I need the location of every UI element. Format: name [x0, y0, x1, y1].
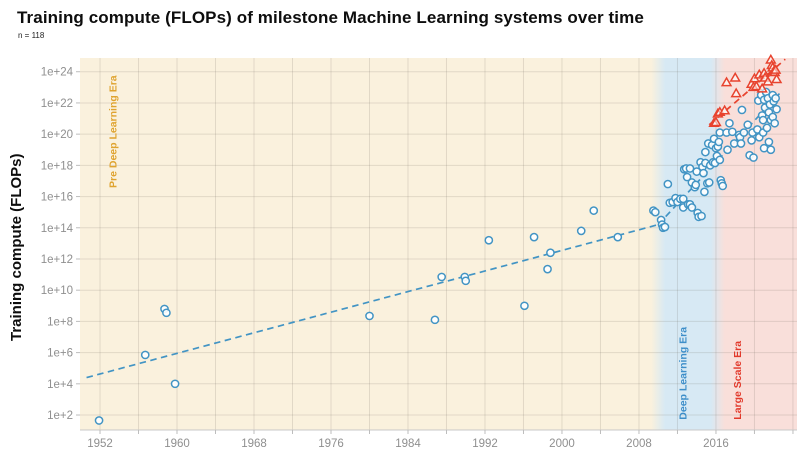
data-point-circle — [682, 172, 692, 182]
chart-subtitle: n = 118 — [18, 31, 45, 40]
era-label-pre-deep-learning-era: Pre Deep Learning Era — [108, 75, 120, 188]
data-point-circle — [529, 232, 539, 242]
data-point-circle — [700, 187, 709, 197]
y-tick-label: 1e+16 — [41, 192, 73, 204]
y-tick-label: 1e+2 — [47, 410, 73, 422]
data-point-circle — [736, 139, 746, 148]
data-point-circle — [697, 211, 706, 221]
data-point-circle — [170, 379, 180, 389]
data-point-circle — [737, 105, 747, 115]
data-point-triangle — [750, 80, 763, 91]
x-tick-label: 1952 — [87, 438, 113, 450]
data-point-triangle — [718, 104, 731, 115]
data-point-circle — [758, 115, 768, 125]
data-point-circle — [660, 222, 670, 232]
data-point-circle — [691, 180, 701, 190]
x-tick-label: 1960 — [164, 438, 190, 450]
data-point-circle — [739, 128, 749, 137]
data-point-triangle — [710, 116, 722, 127]
data-point-triangle — [720, 76, 733, 87]
plot-area: 1952 1960 1968 1976 1984 1992 2000 2008 2016 1e+2… — [41, 53, 797, 450]
chart-title: Training compute (FLOPs) of milestone Ma… — [17, 8, 644, 27]
era-label-large-scale-era: Large Scale Era — [732, 341, 744, 420]
data-point-circle — [701, 147, 710, 157]
data-point-circle — [723, 145, 732, 155]
data-point-circle — [484, 235, 494, 245]
data-point-circle — [589, 206, 599, 215]
x-tick-label: 1992 — [472, 438, 498, 450]
y-tick-label: 1e+12 — [41, 254, 73, 266]
data-point-triangle — [762, 75, 774, 86]
data-point-circle — [749, 153, 758, 162]
data-point-circle — [715, 155, 725, 165]
data-point-circle — [365, 311, 374, 321]
data-point-triangle — [770, 73, 783, 84]
x-tick-label: 1976 — [318, 438, 344, 450]
data-point-circle — [461, 276, 471, 286]
y-tick-label: 1e+22 — [41, 98, 73, 110]
data-point-circle — [678, 194, 688, 204]
data-point-circle — [770, 118, 780, 128]
data-point-circle — [725, 118, 734, 128]
y-tick-label: 1e+4 — [47, 379, 74, 391]
x-tick-label: 2008 — [626, 438, 652, 450]
data-point-circle — [762, 123, 772, 133]
data-point-triangle — [729, 71, 741, 82]
era-boundary-fade — [651, 58, 666, 430]
data-point-circle — [772, 104, 781, 114]
data-point-circle — [747, 136, 756, 145]
data-point-circle — [613, 232, 623, 242]
data-point-circle — [699, 168, 708, 178]
data-point-circle — [704, 178, 714, 187]
y-tick-label: 1e+18 — [41, 160, 73, 172]
data-point-triangle — [756, 82, 768, 93]
y-tick-label: 1e+8 — [47, 316, 73, 328]
data-point-circle — [714, 137, 724, 147]
x-tick-label: 2016 — [703, 438, 729, 450]
data-point-circle — [663, 179, 673, 189]
data-point-circle — [520, 301, 529, 311]
data-point-circle — [94, 416, 104, 425]
y-tick-label: 1e+20 — [41, 129, 73, 141]
data-point-circle — [766, 145, 776, 155]
data-point-circle — [718, 181, 728, 191]
x-tick-label: 2000 — [549, 438, 575, 450]
data-point-circle — [140, 350, 150, 360]
data-point-circle — [743, 120, 753, 130]
y-tick-label: 1e+24 — [41, 67, 74, 79]
data-point-circle — [430, 315, 440, 325]
data-point-circle — [650, 207, 660, 217]
x-tick-label: 1984 — [395, 438, 421, 450]
x-tick-label: 1968 — [241, 438, 267, 450]
era-band-deep-learning-era — [658, 58, 718, 430]
data-point-circle — [546, 248, 555, 258]
y-tick-label: 1e+10 — [41, 285, 73, 297]
data-point-circle — [437, 272, 447, 282]
data-point-circle — [687, 203, 697, 212]
data-point-triangle — [769, 64, 782, 74]
data-point-circle — [576, 226, 586, 236]
data-point-circle — [727, 127, 737, 137]
data-point-circle — [771, 93, 780, 103]
era-label-deep-learning-era: Deep Learning Era — [677, 327, 689, 420]
era-band-pre-deep-learning-era — [80, 58, 659, 430]
y-tick-label: 1e+6 — [47, 348, 73, 360]
y-tick-label: 1e+14 — [41, 223, 74, 235]
data-point-circle — [543, 264, 552, 274]
data-point-triangle — [730, 87, 742, 98]
data-point-circle — [685, 164, 695, 173]
data-point-circle — [162, 308, 171, 318]
data-point-circle — [764, 137, 774, 147]
